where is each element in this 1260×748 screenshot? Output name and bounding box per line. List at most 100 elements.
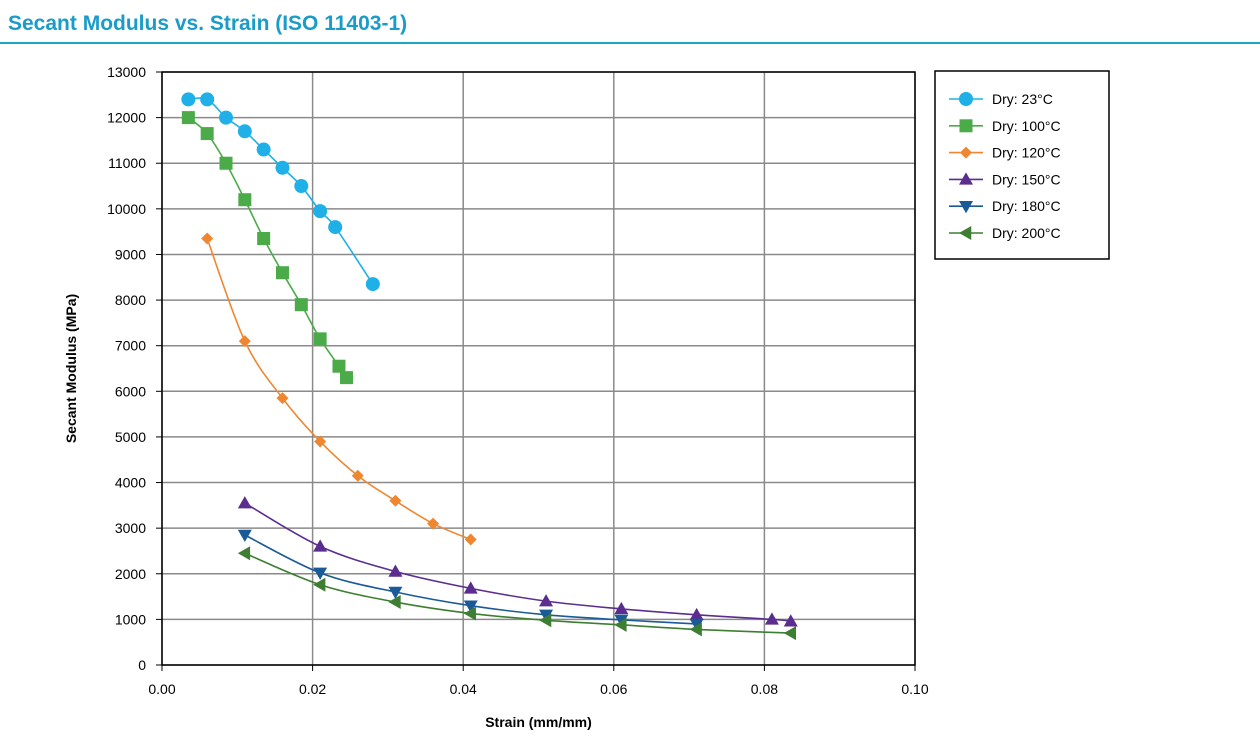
y-tick-label: 8000 [115,292,146,308]
data-point [219,110,234,125]
series-6 [237,546,797,641]
y-tick-label: 6000 [115,383,146,399]
x-tick-label: 0.08 [751,681,778,697]
y-tick-label: 0 [138,657,146,673]
data-point [238,335,251,348]
y-tick-label: 9000 [115,246,146,262]
x-axis-title: Strain (mm/mm) [485,714,592,730]
y-tick-label: 13000 [107,64,146,80]
axes: 0 1000 2000 3000 4000 5000 6000 7000 8000 9000 100… [107,64,929,697]
legend-marker [959,172,973,185]
legend-label: Dry: 23°C [992,91,1053,107]
data-point [689,618,704,631]
data-point [614,614,629,627]
legend-label: Dry: 100°C [992,118,1061,134]
data-point [275,266,289,280]
data-point [276,392,289,405]
data-point [783,626,797,641]
y-tick-label: 12000 [107,110,146,126]
legend-marker [959,226,972,240]
data-point [339,371,353,385]
data-point [427,517,440,530]
data-point [314,435,327,448]
title-rule [0,42,1260,44]
y-tick-label: 1000 [115,611,146,627]
legend-entry: Dry: 23°C [949,91,1053,107]
data-point [219,156,233,170]
data-point [237,546,251,561]
series-line [244,502,791,623]
data-point [463,606,476,621]
data-point [201,232,214,245]
data-point [237,529,252,542]
data-point [463,600,478,613]
x-tick-label: 0.06 [600,681,627,697]
y-tick-label: 3000 [115,520,146,536]
y-tick-label: 2000 [115,566,146,582]
data-point [539,609,554,622]
legend-label: Dry: 180°C [992,198,1061,214]
data-point [389,494,402,507]
series-line [187,116,348,379]
data-point [238,193,252,207]
x-tick-label: 0.10 [901,681,928,697]
data-point [689,607,704,621]
data-point [313,567,328,580]
x-tick-label: 0.02 [299,681,326,697]
legend-marker [959,92,973,106]
y-tick-label: 5000 [115,429,146,445]
y-tick-label: 10000 [107,201,146,217]
data-point [181,111,195,125]
data-point [313,332,327,346]
legend-marker [959,200,973,214]
data-point [237,496,252,509]
y-tick-label: 4000 [115,475,146,491]
series-2 [181,111,353,385]
data-point [464,533,477,546]
y-tick-label: 11000 [108,155,146,171]
data-point [614,617,627,632]
data-point [313,539,328,552]
data-point [764,612,779,625]
data-point [294,298,308,312]
legend-entry: Dry: 150°C [949,171,1061,187]
legend-marker [959,119,973,133]
data-point [539,613,552,628]
data-point [256,142,271,157]
data-point [388,586,403,600]
series-4 [237,496,798,627]
series-3 [201,232,477,546]
data-point [614,601,629,615]
data-point [783,614,798,627]
legend-entry: Dry: 200°C [949,225,1061,241]
x-tick-label: 0.00 [148,681,175,697]
legend-entry: Dry: 100°C [949,118,1061,134]
data-point [200,92,215,107]
series-1 [181,92,380,292]
y-axis-title: Secant Modulus (MPa) [63,294,79,443]
legend-entry: Dry: 180°C [949,198,1061,214]
data-point [237,124,252,139]
series-line [244,552,791,634]
data-point [328,220,343,235]
legend-label: Dry: 150°C [992,171,1061,187]
data-point [275,160,290,175]
x-tick-label: 0.04 [450,681,477,697]
data-point [257,231,271,245]
data-point [294,179,309,194]
data-point [332,359,346,373]
series-5 [237,529,704,631]
legend-label: Dry: 200°C [992,225,1061,241]
plot-frame [161,71,916,666]
data-point [539,594,554,607]
series-lines [181,92,798,641]
data-point [200,127,214,141]
legend-label: Dry: 120°C [992,145,1061,161]
series-line [188,97,374,285]
legend-entry: Dry: 120°C [949,145,1061,161]
legend-marker [960,146,972,159]
data-point [313,577,326,592]
data-point [388,564,403,577]
data-point [463,581,478,594]
